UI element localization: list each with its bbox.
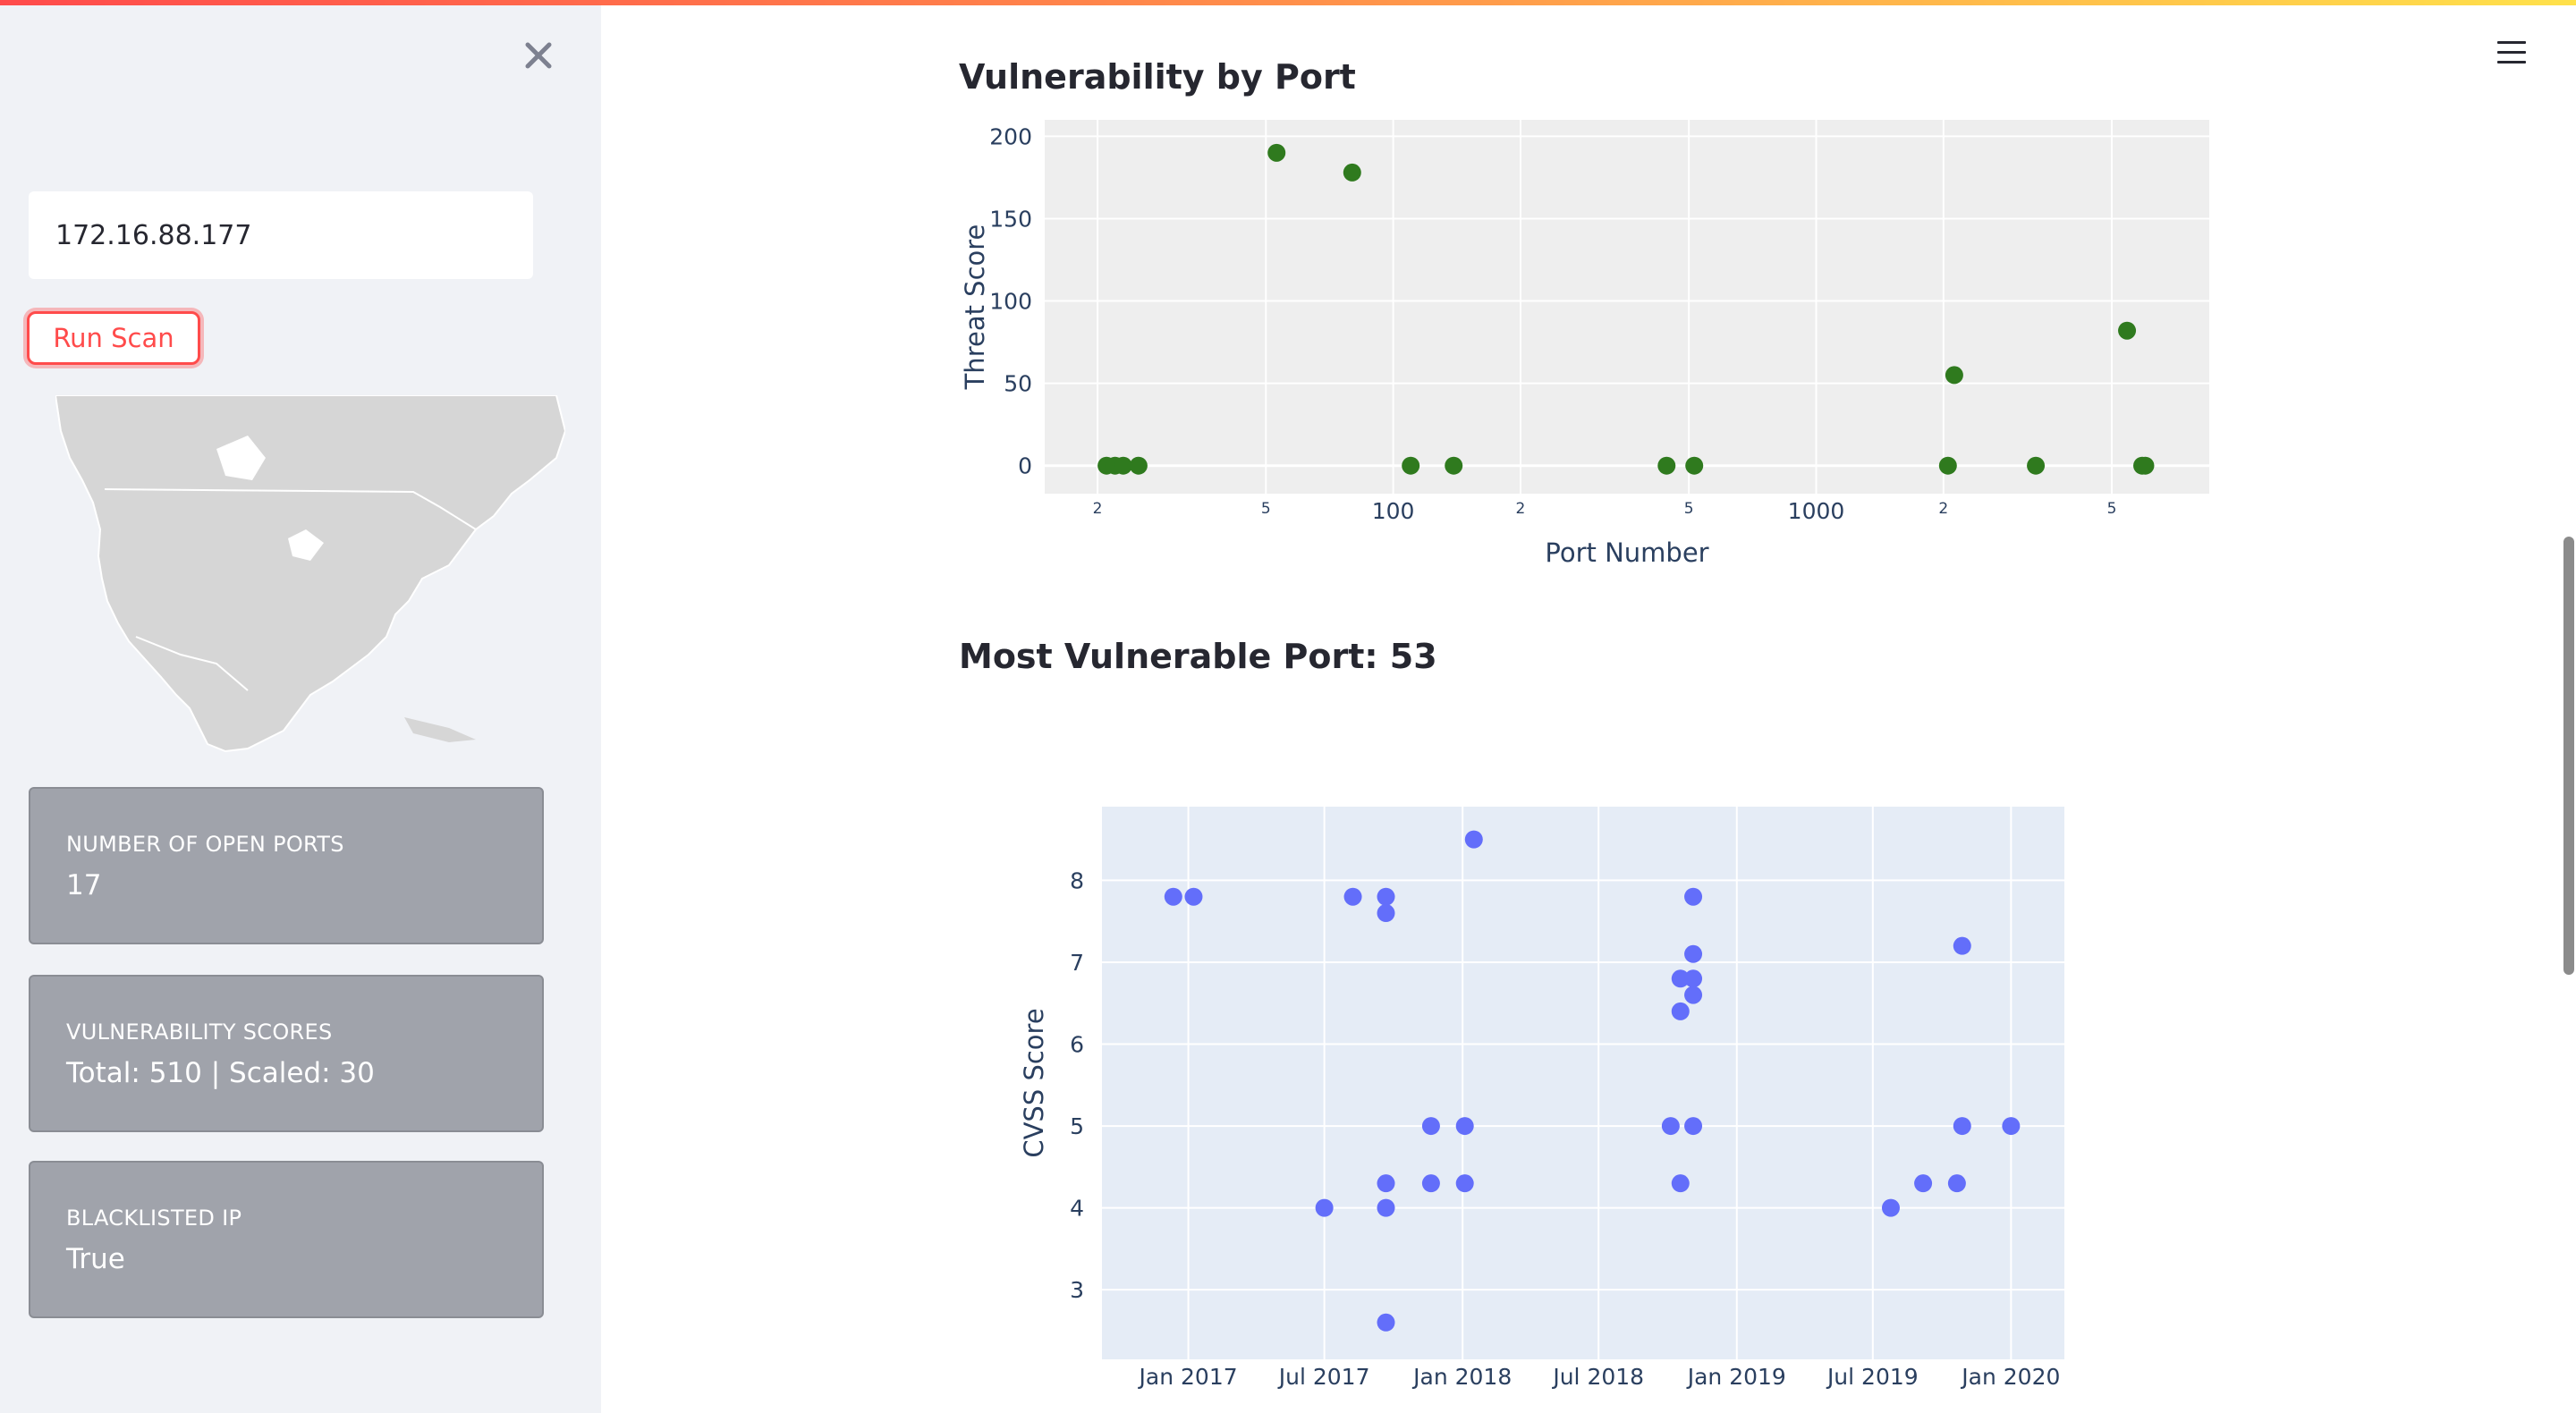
x-tick-label: 5 <box>1261 500 1271 518</box>
data-point <box>1661 1117 1680 1136</box>
vulnerability-scores-metric: VULNERABILITY SCORES Total: 510 | Scaled… <box>29 975 544 1132</box>
data-point <box>1377 904 1395 923</box>
data-point <box>1671 1174 1690 1193</box>
x-tick-label: 100 <box>1372 498 1415 524</box>
x-tick-label: Jul 2019 <box>1826 1364 1919 1390</box>
data-point <box>1938 456 1957 475</box>
x-tick-label: Jul 2018 <box>1551 1364 1644 1390</box>
data-point <box>1377 887 1395 906</box>
data-point <box>1114 456 1132 475</box>
menu-icon <box>2497 41 2526 44</box>
data-point <box>1267 143 1286 162</box>
y-tick-label: 7 <box>1070 950 1084 976</box>
data-point <box>1377 1313 1395 1332</box>
close-sidebar-button[interactable] <box>521 38 556 73</box>
data-point <box>2133 456 2152 475</box>
metric-label: NUMBER OF OPEN PORTS <box>66 832 344 857</box>
data-point <box>2002 1117 2021 1136</box>
data-point <box>1421 1117 1440 1136</box>
y-tick-label: 0 <box>1018 453 1032 479</box>
y-axis-title: CVSS Score <box>1019 1008 1049 1157</box>
close-icon <box>525 42 552 69</box>
metric-value: Total: 510 | Scaled: 30 <box>66 1057 375 1089</box>
data-point <box>1377 1198 1395 1217</box>
data-point <box>1106 456 1124 475</box>
open-ports-metric: NUMBER OF OPEN PORTS 17 <box>29 787 544 944</box>
cvss-chart-title: Most Vulnerable Port: 53 <box>959 637 1437 676</box>
y-tick-label: 100 <box>989 289 1032 315</box>
y-tick-label: 200 <box>989 123 1032 149</box>
data-point <box>1953 1117 1971 1136</box>
data-point <box>1421 1174 1440 1193</box>
y-tick-label: 3 <box>1070 1277 1084 1303</box>
data-point <box>1671 1002 1690 1020</box>
x-tick-label: 1000 <box>1788 498 1845 524</box>
data-point <box>1945 366 1963 385</box>
x-tick-label: Jan 2018 <box>1411 1364 1512 1390</box>
top-accent-bar <box>0 0 2576 5</box>
y-tick-label: 4 <box>1070 1196 1084 1222</box>
y-axis-title: Threat Score <box>960 224 990 391</box>
data-point <box>1445 456 1463 475</box>
data-point <box>1164 887 1182 906</box>
data-point <box>1184 887 1203 906</box>
north-america-map <box>55 395 565 753</box>
data-point <box>1343 887 1362 906</box>
y-tick-label: 8 <box>1070 867 1084 893</box>
data-point <box>1464 830 1483 849</box>
port-chart-title: Vulnerability by Port <box>959 57 1356 97</box>
metric-label: VULNERABILITY SCORES <box>66 1020 333 1045</box>
data-point <box>1947 1174 1966 1193</box>
run-scan-button[interactable]: Run Scan <box>27 311 200 365</box>
data-point <box>1097 456 1116 475</box>
data-point <box>1402 456 1420 475</box>
plot-area <box>1102 807 2064 1359</box>
metric-value: 17 <box>66 869 102 901</box>
ip-address-input[interactable] <box>29 191 533 279</box>
metric-value: True <box>66 1243 125 1275</box>
blacklisted-ip-metric: BLACKLISTED IP True <box>29 1161 544 1318</box>
metric-label: BLACKLISTED IP <box>66 1206 242 1231</box>
x-tick-label: 5 <box>2107 500 2117 518</box>
data-point <box>1455 1117 1474 1136</box>
data-point <box>1684 944 1703 963</box>
data-point <box>1684 1117 1703 1136</box>
data-point <box>2136 456 2155 475</box>
data-point <box>1684 969 1703 988</box>
y-tick-label: 5 <box>1070 1113 1084 1139</box>
page-scrollbar[interactable] <box>2563 537 2574 975</box>
x-axis-title: Port Number <box>1545 537 1708 568</box>
data-point <box>1129 456 1148 475</box>
hamburger-menu-button[interactable] <box>2497 41 2526 66</box>
x-tick-label: Jan 2017 <box>1138 1364 1238 1390</box>
x-tick-label: 2 <box>1516 500 1526 518</box>
data-point <box>1671 969 1690 988</box>
data-point <box>1343 163 1361 182</box>
data-point <box>1914 1174 1933 1193</box>
data-point <box>1881 1198 1900 1217</box>
plot-area <box>1045 120 2209 494</box>
data-point <box>2027 456 2046 475</box>
data-point <box>1685 456 1704 475</box>
data-point <box>2118 321 2137 340</box>
x-tick-label: Jan 2020 <box>1960 1364 2060 1390</box>
x-tick-label: 5 <box>1684 500 1694 518</box>
y-tick-label: 6 <box>1070 1032 1084 1058</box>
y-tick-label: 50 <box>1004 371 1032 397</box>
x-tick-label: 2 <box>1938 500 1948 518</box>
y-tick-label: 150 <box>989 206 1032 232</box>
data-point <box>1377 1174 1395 1193</box>
x-tick-label: Jan 2019 <box>1686 1364 1786 1390</box>
data-point <box>1455 1174 1474 1193</box>
data-point <box>1684 986 1703 1004</box>
x-tick-label: Jul 2017 <box>1277 1364 1370 1390</box>
x-tick-label: 2 <box>1093 500 1103 518</box>
data-point <box>1684 887 1703 906</box>
sidebar: Run Scan NUMBER OF OPEN PORTS 17 VULNERA… <box>0 5 601 1413</box>
data-point <box>1315 1198 1334 1217</box>
data-point <box>1953 936 1971 955</box>
data-point <box>1657 456 1676 475</box>
